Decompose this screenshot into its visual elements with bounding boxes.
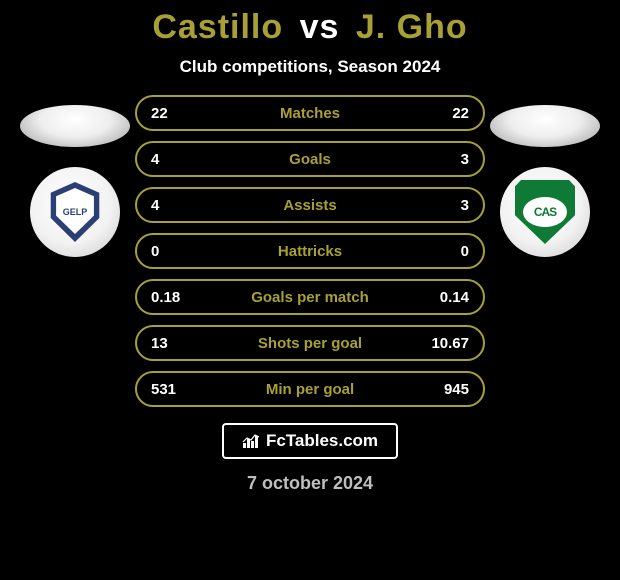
stat-row: 22 Matches 22: [135, 95, 485, 131]
main-row: GELP 22 Matches 22 4 Goals 3 4 Assists 3 0 Hattric…: [0, 95, 620, 407]
crest-right-text: CAS: [523, 197, 567, 227]
subtitle: Club competitions, Season 2024: [180, 57, 441, 77]
player1-club-crest: GELP: [30, 167, 120, 257]
stat-label: Min per goal: [266, 381, 354, 398]
player2-name: J. Gho: [356, 8, 468, 46]
stat-label: Hattricks: [278, 243, 342, 260]
stat-row: 0 Hattricks 0: [135, 233, 485, 269]
stat-value-left: 13: [151, 335, 193, 352]
stat-label: Assists: [283, 197, 336, 214]
stat-row: 4 Goals 3: [135, 141, 485, 177]
stat-label: Matches: [280, 105, 340, 122]
player1-avatar-placeholder: [20, 105, 130, 147]
stat-label: Goals per match: [251, 289, 369, 306]
stat-value-left: 0.18: [151, 289, 193, 306]
player2-avatar-placeholder: [490, 105, 600, 147]
stat-value-right: 0.14: [427, 289, 469, 306]
stats-column: 22 Matches 22 4 Goals 3 4 Assists 3 0 Hattricks 0 0.…: [135, 95, 485, 407]
crest-right-shield: CAS: [515, 180, 575, 244]
stat-value-right: 3: [427, 197, 469, 214]
stat-row: 531 Min per goal 945: [135, 371, 485, 407]
site-label: FcTables.com: [266, 431, 378, 451]
stat-value-left: 531: [151, 381, 193, 398]
right-side: CAS: [485, 95, 605, 257]
stat-value-right: 22: [427, 105, 469, 122]
crest-left-shield: GELP: [48, 182, 102, 242]
stat-value-left: 4: [151, 197, 193, 214]
stat-label: Shots per goal: [258, 335, 362, 352]
page-title: Castillo vs J. Gho: [152, 8, 467, 47]
stat-value-right: 10.67: [427, 335, 469, 352]
stat-value-left: 0: [151, 243, 193, 260]
stat-row: 13 Shots per goal 10.67: [135, 325, 485, 361]
stat-label: Goals: [289, 151, 331, 168]
vs-label: vs: [300, 8, 340, 46]
stat-value-right: 3: [427, 151, 469, 168]
left-side: GELP: [15, 95, 135, 257]
stat-row: 4 Assists 3: [135, 187, 485, 223]
infographic-container: Castillo vs J. Gho Club competitions, Se…: [0, 0, 620, 580]
chart-icon: [242, 433, 260, 449]
crest-left-text: GELP: [63, 208, 88, 217]
stat-value-left: 4: [151, 151, 193, 168]
player1-name: Castillo: [152, 8, 283, 46]
stat-value-right: 945: [427, 381, 469, 398]
stat-value-right: 0: [427, 243, 469, 260]
stat-row: 0.18 Goals per match 0.14: [135, 279, 485, 315]
player2-club-crest: CAS: [500, 167, 590, 257]
date-label: 7 october 2024: [247, 473, 373, 494]
site-badge[interactable]: FcTables.com: [222, 423, 398, 459]
stat-value-left: 22: [151, 105, 193, 122]
